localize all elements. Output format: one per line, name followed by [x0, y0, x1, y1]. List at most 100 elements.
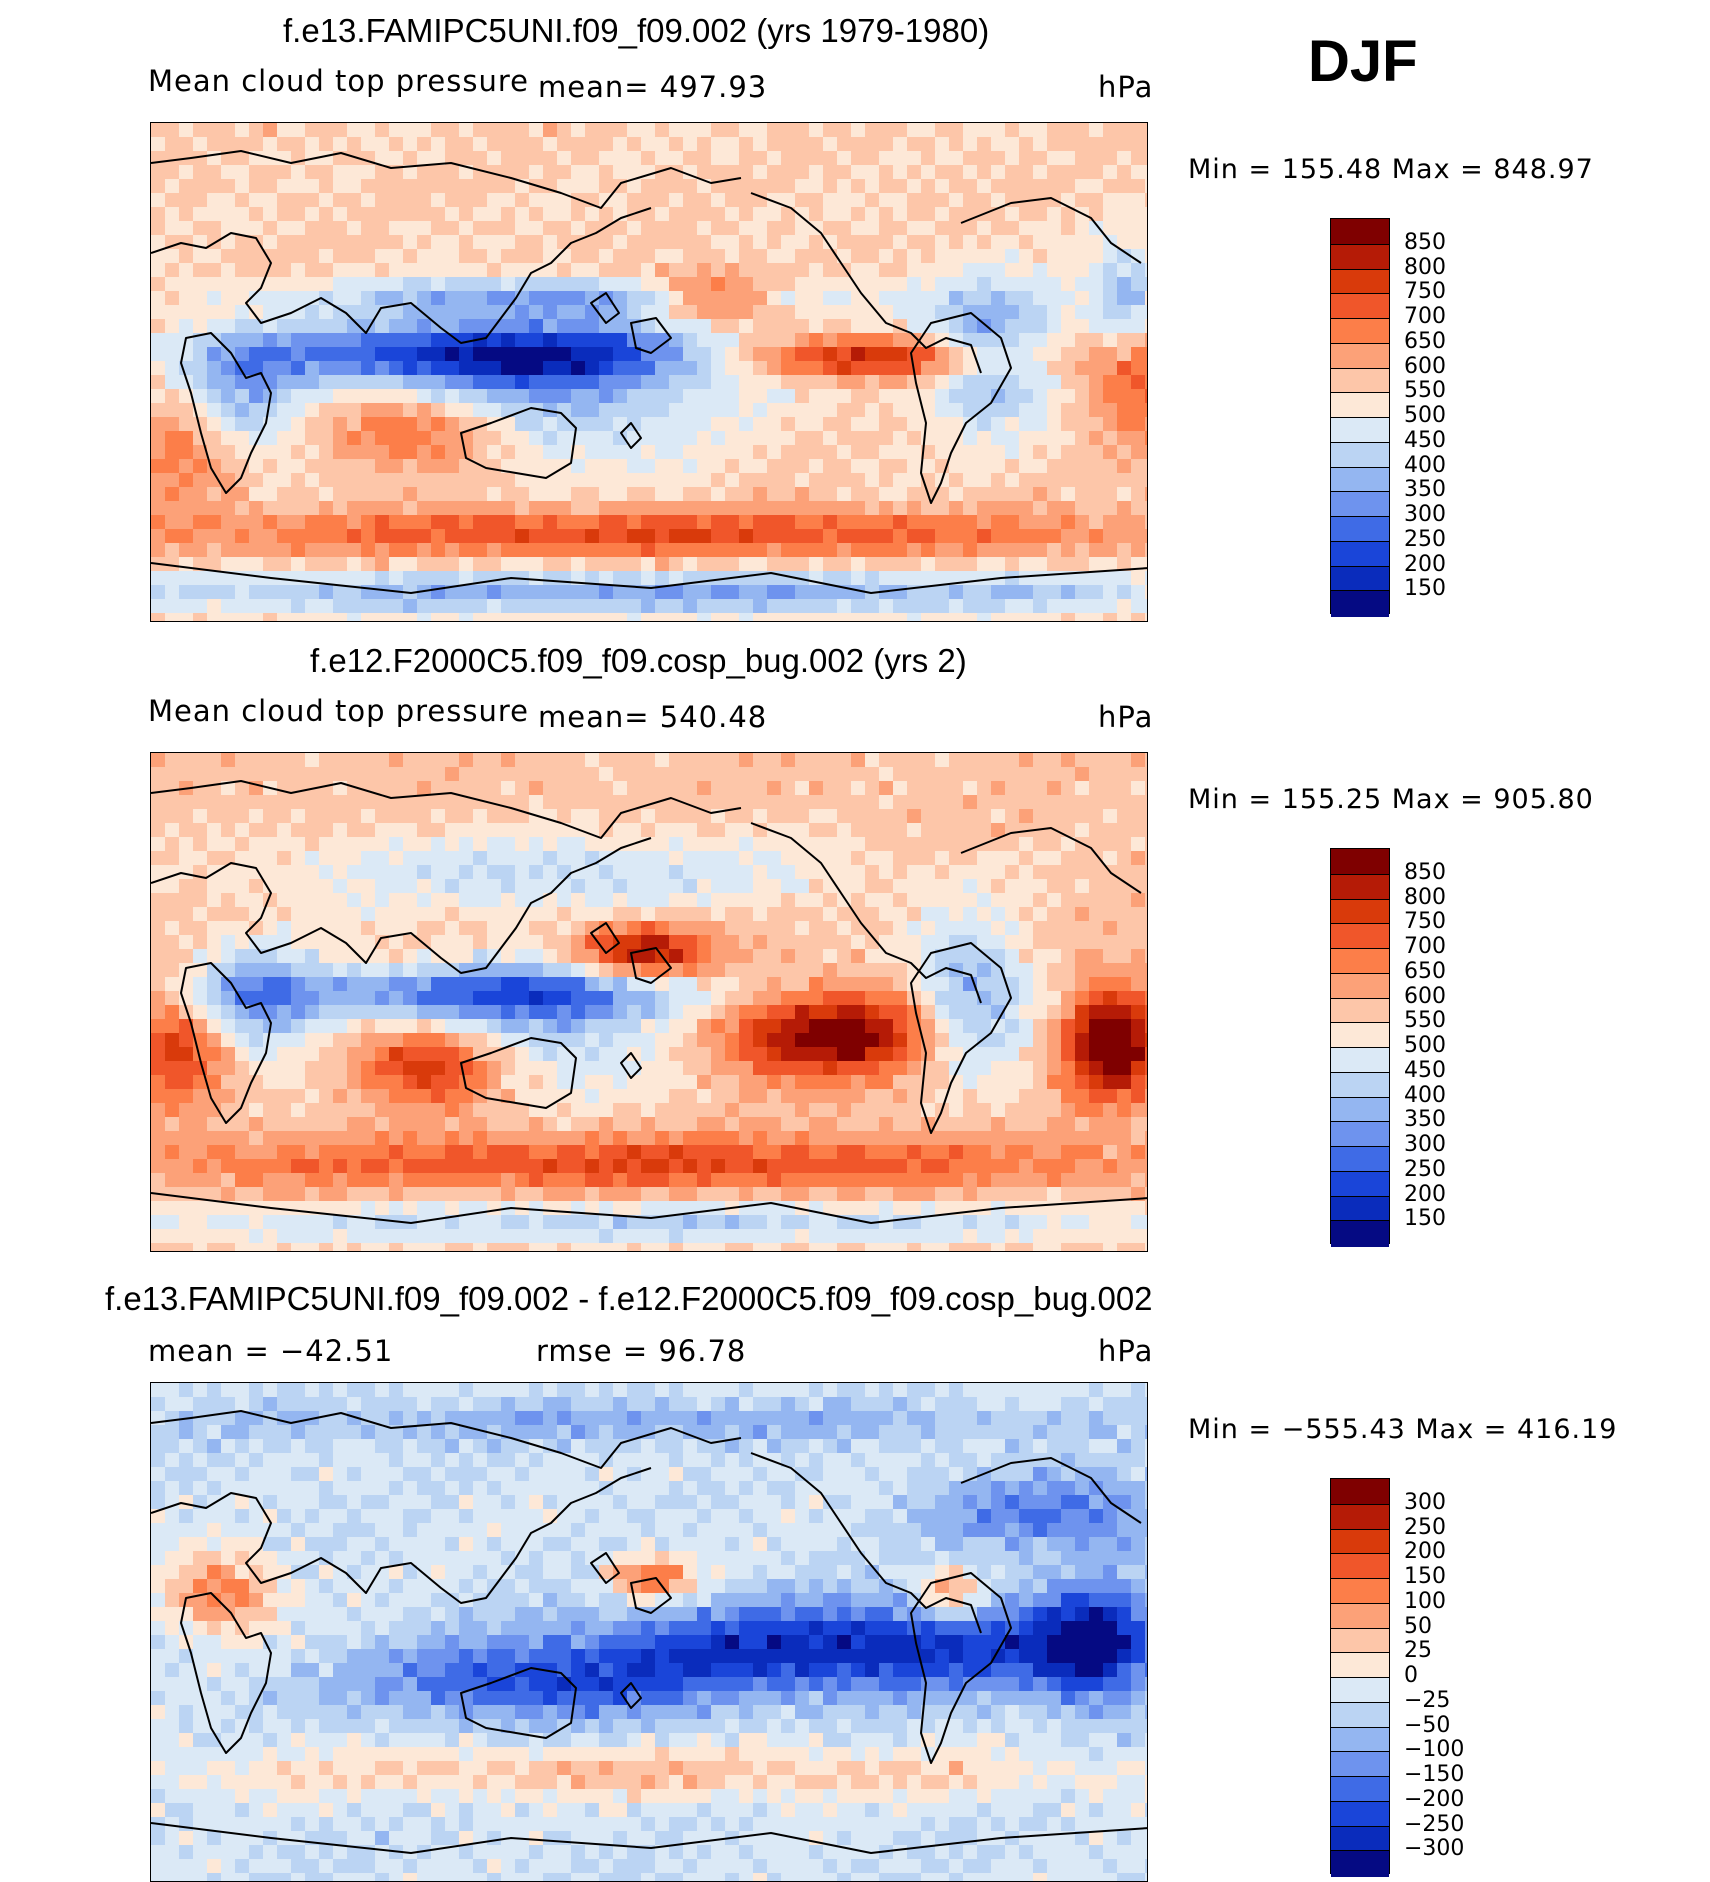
map-cell [1145, 389, 1148, 404]
map-cell [1131, 1047, 1146, 1062]
map-cell [403, 389, 418, 404]
map-cell [1117, 487, 1132, 502]
map-cell [529, 543, 544, 558]
map-cell [725, 991, 740, 1006]
map-cell [487, 179, 502, 194]
map-cell [249, 949, 264, 964]
map-cell [865, 557, 880, 572]
map-cell [291, 557, 306, 572]
map-cell [851, 487, 866, 502]
map-cell [991, 235, 1006, 250]
map-cell [893, 1145, 908, 1160]
map-cell [837, 1033, 852, 1048]
map-cell [977, 515, 992, 530]
map-cell [1047, 137, 1062, 152]
map-cell [641, 291, 656, 306]
map-cell [893, 571, 908, 586]
map-cell [641, 123, 656, 138]
map-cell [1019, 319, 1034, 334]
map-cell [459, 879, 474, 894]
map-cell [459, 1131, 474, 1146]
map-cell [697, 851, 712, 866]
map-cell [375, 543, 390, 558]
map-cell [305, 487, 320, 502]
map-cell [683, 1117, 698, 1132]
map-cell [277, 501, 292, 516]
map-cell [249, 1089, 264, 1104]
map-cell [1103, 403, 1118, 418]
map-cell [501, 249, 516, 264]
map-cell [963, 487, 978, 502]
map-cell [837, 1159, 852, 1174]
map-cell [935, 613, 950, 622]
map-cell [207, 823, 222, 838]
map-cell [165, 1103, 180, 1118]
map-cell [417, 375, 432, 390]
map-cell [207, 417, 222, 432]
map-cell [655, 515, 670, 530]
map-cell [585, 473, 600, 488]
map-cell [879, 333, 894, 348]
map-cell [781, 1061, 796, 1076]
map-cell [221, 991, 236, 1006]
map-cell [725, 893, 740, 908]
map-cell [669, 417, 684, 432]
map-cell [557, 1145, 572, 1160]
map-cell [1117, 585, 1132, 600]
map-cell [179, 613, 194, 622]
map-cell [725, 1173, 740, 1188]
map-cell [1075, 1019, 1090, 1034]
map-cell [1019, 557, 1034, 572]
map-cell [501, 529, 516, 544]
map-cell [459, 375, 474, 390]
map-cell [529, 1075, 544, 1090]
map-cell [1047, 991, 1062, 1006]
map-cell [669, 963, 684, 978]
map-cell [1117, 165, 1132, 180]
map-cell [641, 221, 656, 236]
map-cell [781, 473, 796, 488]
map-cell [487, 1019, 502, 1034]
map-cell [249, 543, 264, 558]
map-cell [809, 1187, 824, 1202]
map-cell [207, 1173, 222, 1188]
map-cell [893, 473, 908, 488]
map-cell [221, 207, 236, 222]
map-cell [277, 445, 292, 460]
map-cell [809, 347, 824, 362]
map-cell [557, 375, 572, 390]
map-cell [165, 1089, 180, 1104]
map-cell [1033, 543, 1048, 558]
map-cell [739, 557, 754, 572]
map-cell [445, 473, 460, 488]
map-cell [865, 837, 880, 852]
map-cell [277, 193, 292, 208]
map-cell [151, 193, 166, 208]
map-cell [781, 389, 796, 404]
map-cell [403, 417, 418, 432]
map-cell [641, 151, 656, 166]
map-cell [697, 403, 712, 418]
map-cell [263, 795, 278, 810]
map-cell [235, 1033, 250, 1048]
map-cell [431, 1089, 446, 1104]
map-cell [515, 1131, 530, 1146]
map-cell [431, 417, 446, 432]
map-cell [151, 571, 166, 586]
map-cell [291, 1145, 306, 1160]
map-cell [781, 809, 796, 824]
map-cell [627, 193, 642, 208]
map-cell [907, 1187, 922, 1202]
map-cell [669, 1131, 684, 1146]
map-cell [991, 305, 1006, 320]
map-cell [249, 1173, 264, 1188]
map-cell [165, 305, 180, 320]
map-cell [669, 291, 684, 306]
map-cell [1131, 1033, 1146, 1048]
map-cell [179, 795, 194, 810]
map-cell [319, 221, 334, 236]
map-cell [1089, 1117, 1104, 1132]
map-cell [445, 1047, 460, 1062]
map-cell [977, 1159, 992, 1174]
map-cell [431, 543, 446, 558]
